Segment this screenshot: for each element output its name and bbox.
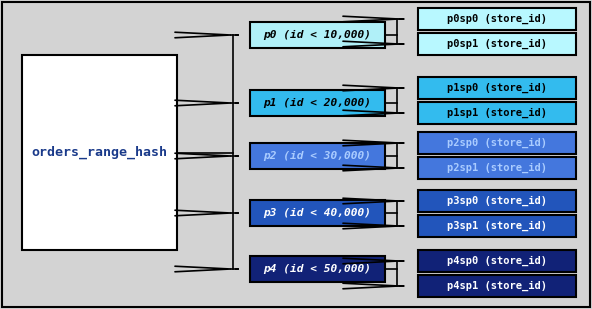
Text: p0sp1 (store_id): p0sp1 (store_id) bbox=[447, 39, 547, 49]
Bar bbox=[250, 143, 385, 169]
Text: p4sp1 (store_id): p4sp1 (store_id) bbox=[447, 281, 547, 291]
Text: p0 (id < 10,000): p0 (id < 10,000) bbox=[263, 30, 372, 40]
Bar bbox=[250, 256, 385, 282]
Bar bbox=[418, 190, 576, 212]
Text: p3sp0 (store_id): p3sp0 (store_id) bbox=[447, 196, 547, 206]
Text: p1 (id < 20,000): p1 (id < 20,000) bbox=[263, 98, 372, 108]
Bar bbox=[250, 22, 385, 48]
Text: orders_range_hash: orders_range_hash bbox=[31, 146, 168, 159]
Bar bbox=[418, 275, 576, 297]
Bar bbox=[418, 215, 576, 237]
Bar bbox=[418, 102, 576, 124]
Text: p2 (id < 30,000): p2 (id < 30,000) bbox=[263, 151, 372, 161]
Bar bbox=[418, 77, 576, 99]
Text: p0sp0 (store_id): p0sp0 (store_id) bbox=[447, 14, 547, 24]
Bar bbox=[250, 90, 385, 116]
Bar bbox=[418, 157, 576, 179]
Text: p3sp1 (store_id): p3sp1 (store_id) bbox=[447, 221, 547, 231]
Bar bbox=[418, 250, 576, 272]
Text: p2sp1 (store_id): p2sp1 (store_id) bbox=[447, 163, 547, 173]
Bar bbox=[418, 33, 576, 55]
Bar bbox=[22, 55, 177, 250]
Bar bbox=[250, 200, 385, 226]
Text: p4sp0 (store_id): p4sp0 (store_id) bbox=[447, 256, 547, 266]
Bar bbox=[418, 8, 576, 30]
Bar bbox=[418, 132, 576, 154]
Text: p4 (id < 50,000): p4 (id < 50,000) bbox=[263, 264, 372, 274]
Text: p3 (id < 40,000): p3 (id < 40,000) bbox=[263, 208, 372, 218]
Text: p1sp1 (store_id): p1sp1 (store_id) bbox=[447, 108, 547, 118]
Text: p1sp0 (store_id): p1sp0 (store_id) bbox=[447, 83, 547, 93]
Text: p2sp0 (store_id): p2sp0 (store_id) bbox=[447, 138, 547, 148]
